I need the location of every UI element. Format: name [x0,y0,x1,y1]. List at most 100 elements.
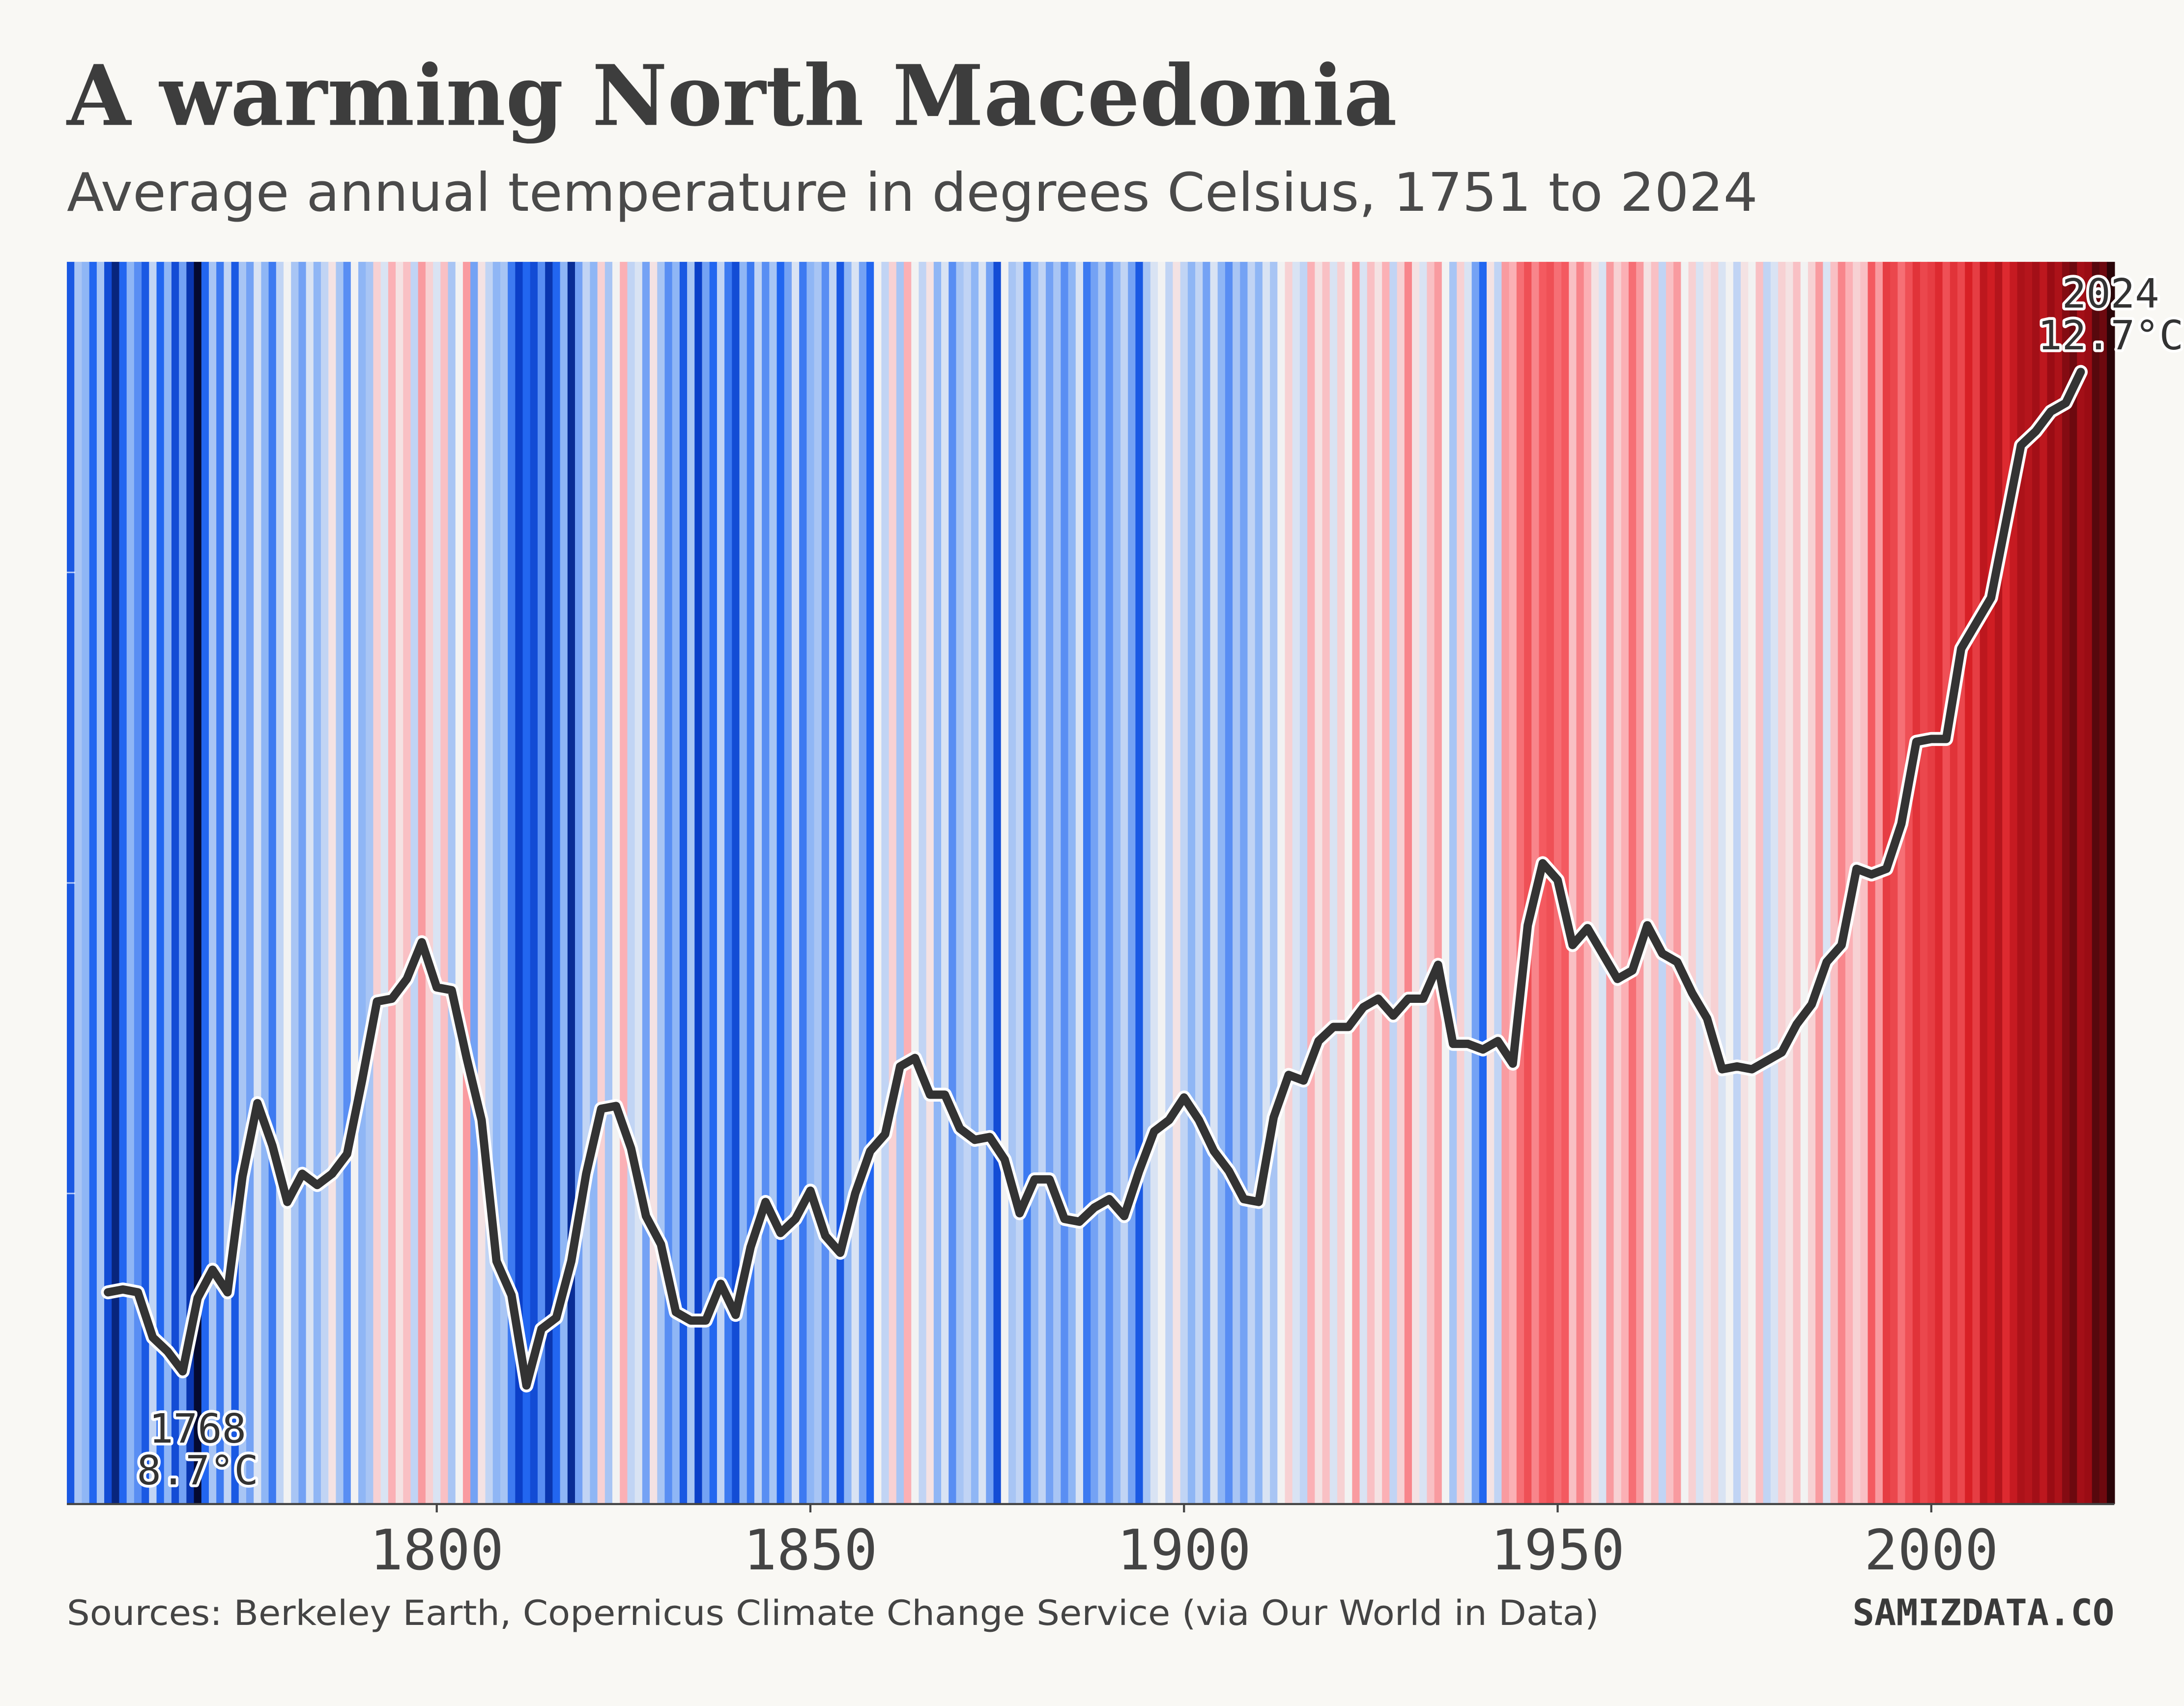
x-tick-label: 1900 [1117,1518,1251,1583]
stripe [1643,261,1652,1504]
stripe [134,261,143,1504]
stripe [537,261,546,1504]
stripe [1935,261,1943,1504]
stripe [1599,261,1607,1504]
stripe [1942,261,1951,1504]
stripe [1329,261,1338,1504]
stripe [702,261,710,1504]
brand: SAMIZDATA.CO [1852,1592,2114,1634]
stripe [1800,261,1809,1504]
stripe [1733,261,1742,1504]
stripe [926,261,934,1504]
stripe [634,261,643,1504]
stripe [552,261,561,1504]
stripe [851,261,860,1504]
annotation-value: 12.7°C [2038,313,2184,359]
stripe [530,261,539,1504]
stripe [1681,261,1689,1504]
stripe [642,261,651,1504]
stripe [313,261,322,1504]
stripe [261,261,269,1504]
stripe [762,261,770,1504]
stripe [889,261,897,1504]
stripe [208,261,217,1504]
stripe [2017,261,2025,1504]
stripe [1427,261,1435,1504]
stripe [1367,261,1376,1504]
stripe [291,261,299,1504]
stripe [1180,261,1188,1504]
stripe [2069,261,2078,1504]
stripe [1838,261,1846,1504]
stripe [1315,261,1323,1504]
stripe [1770,261,1779,1504]
stripe [440,261,449,1504]
annotation-year: 1768 [149,1406,246,1452]
stripe [254,261,262,1504]
stripe [268,261,277,1504]
stripe [821,261,830,1504]
stripe [1569,261,1577,1504]
stripe [2084,261,2093,1504]
x-tick-label: 2000 [1864,1518,1998,1583]
stripe [1404,261,1413,1504]
stripe [1165,261,1174,1504]
chart-subtitle: Average annual temperature in degrees Ce… [67,162,1758,224]
stripe [1277,261,1286,1504]
stripe [732,261,740,1504]
stripe [2024,261,2033,1504]
stripe [321,261,329,1504]
stripe [238,261,247,1504]
stripe [2047,261,2055,1504]
stripe [1651,261,1659,1504]
stripe [1860,261,1868,1504]
stripe [156,261,165,1504]
stripe [2040,261,2048,1504]
stripe [1980,261,1988,1504]
stripe [1830,261,1839,1504]
stripe [194,261,202,1504]
stripe [575,261,583,1504]
stripe [112,261,120,1504]
stripe [119,261,127,1504]
stripe [933,261,942,1504]
stripe [1613,261,1622,1504]
stripe [948,261,957,1504]
stripe [1583,261,1592,1504]
stripe [1023,261,1032,1504]
stripe [567,261,576,1504]
stripe [1091,261,1099,1504]
stripe [126,261,135,1504]
stripe [2010,261,2018,1504]
stripe [1270,261,1278,1504]
stripe [2032,261,2040,1504]
stripe [1763,261,1771,1504]
stripe [1434,261,1442,1504]
stripe [911,261,920,1504]
stripe [1950,261,1958,1504]
stripe [1411,261,1420,1504]
stripe [433,261,441,1504]
stripe [171,261,180,1504]
stripe [709,261,718,1504]
stripe [2092,261,2100,1504]
stripe [1778,261,1786,1504]
stripe [358,261,367,1504]
stripe [1128,261,1136,1504]
stripe [627,261,635,1504]
stripe [844,261,852,1504]
stripe [328,261,337,1504]
stripe [1255,261,1264,1504]
stripe [1808,261,1816,1504]
stripe [336,261,344,1504]
stripe [724,261,733,1504]
stripe [1173,261,1181,1504]
stripe [612,261,621,1504]
stripe [1673,261,1682,1504]
stripe [814,261,822,1504]
stripe [186,261,195,1504]
stripe [1389,261,1398,1504]
stripe [96,261,105,1504]
stripe [993,261,1002,1504]
